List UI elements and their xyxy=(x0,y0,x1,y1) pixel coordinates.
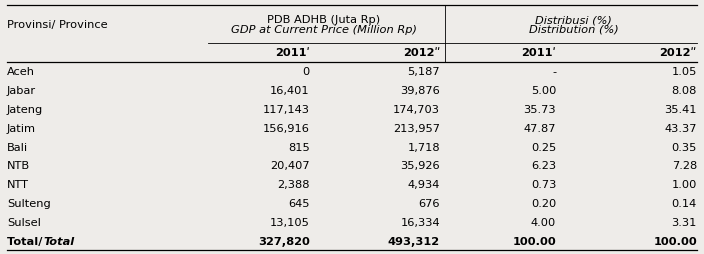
Text: 2,388: 2,388 xyxy=(277,180,310,189)
Text: Jabar: Jabar xyxy=(7,86,36,96)
Text: 8.08: 8.08 xyxy=(672,86,697,96)
Text: 327,820: 327,820 xyxy=(258,236,310,246)
Text: 645: 645 xyxy=(288,198,310,208)
Text: 2011ʹ: 2011ʹ xyxy=(521,48,556,58)
Text: 3.31: 3.31 xyxy=(672,217,697,227)
Text: NTT: NTT xyxy=(7,180,29,189)
Text: 0.20: 0.20 xyxy=(531,198,556,208)
Text: Jatim: Jatim xyxy=(7,123,36,133)
Text: 16,334: 16,334 xyxy=(401,217,440,227)
Text: 1,718: 1,718 xyxy=(408,142,440,152)
Text: Total: Total xyxy=(44,236,75,246)
Text: 100.00: 100.00 xyxy=(513,236,556,246)
Text: 0.73: 0.73 xyxy=(531,180,556,189)
Text: Sulteng: Sulteng xyxy=(7,198,51,208)
Text: 1.05: 1.05 xyxy=(672,67,697,77)
Text: 493,312: 493,312 xyxy=(388,236,440,246)
Text: 213,957: 213,957 xyxy=(393,123,440,133)
Text: 0.35: 0.35 xyxy=(672,142,697,152)
Text: 5,187: 5,187 xyxy=(408,67,440,77)
Text: 4.00: 4.00 xyxy=(531,217,556,227)
Text: Distribusi (%): Distribusi (%) xyxy=(535,15,612,25)
Text: Provinsi/ Province: Provinsi/ Province xyxy=(7,20,108,30)
Text: 35.41: 35.41 xyxy=(665,105,697,115)
Text: 174,703: 174,703 xyxy=(393,105,440,115)
Text: Aceh: Aceh xyxy=(7,67,35,77)
Text: Distribution (%): Distribution (%) xyxy=(529,25,619,35)
Text: 13,105: 13,105 xyxy=(270,217,310,227)
Text: 156,916: 156,916 xyxy=(263,123,310,133)
Text: -: - xyxy=(552,67,556,77)
Text: Sulsel: Sulsel xyxy=(7,217,41,227)
Text: 5.00: 5.00 xyxy=(531,86,556,96)
Text: 0.14: 0.14 xyxy=(672,198,697,208)
Text: PDB ADHB (Juta Rp): PDB ADHB (Juta Rp) xyxy=(268,15,380,25)
Text: 2012ʺ: 2012ʺ xyxy=(403,48,440,58)
Text: 676: 676 xyxy=(418,198,440,208)
Text: 0.25: 0.25 xyxy=(531,142,556,152)
Text: 6.23: 6.23 xyxy=(531,161,556,171)
Text: 4,934: 4,934 xyxy=(408,180,440,189)
Text: Jateng: Jateng xyxy=(7,105,43,115)
Text: 43.37: 43.37 xyxy=(665,123,697,133)
Text: 2012ʺ: 2012ʺ xyxy=(660,48,697,58)
Text: 100.00: 100.00 xyxy=(653,236,697,246)
Text: 20,407: 20,407 xyxy=(270,161,310,171)
Text: 0: 0 xyxy=(303,67,310,77)
Text: 39,876: 39,876 xyxy=(401,86,440,96)
Text: 16,401: 16,401 xyxy=(270,86,310,96)
Text: NTB: NTB xyxy=(7,161,30,171)
Text: GDP at Current Price (Million Rp): GDP at Current Price (Million Rp) xyxy=(231,25,417,35)
Text: 2011ʹ: 2011ʹ xyxy=(275,48,310,58)
Text: 1.00: 1.00 xyxy=(672,180,697,189)
Text: 35.73: 35.73 xyxy=(524,105,556,115)
Text: 117,143: 117,143 xyxy=(263,105,310,115)
Text: 7.28: 7.28 xyxy=(672,161,697,171)
Text: 815: 815 xyxy=(288,142,310,152)
Text: 47.87: 47.87 xyxy=(524,123,556,133)
Text: 35,926: 35,926 xyxy=(401,161,440,171)
Text: Total/: Total/ xyxy=(7,236,46,246)
Text: Bali: Bali xyxy=(7,142,28,152)
